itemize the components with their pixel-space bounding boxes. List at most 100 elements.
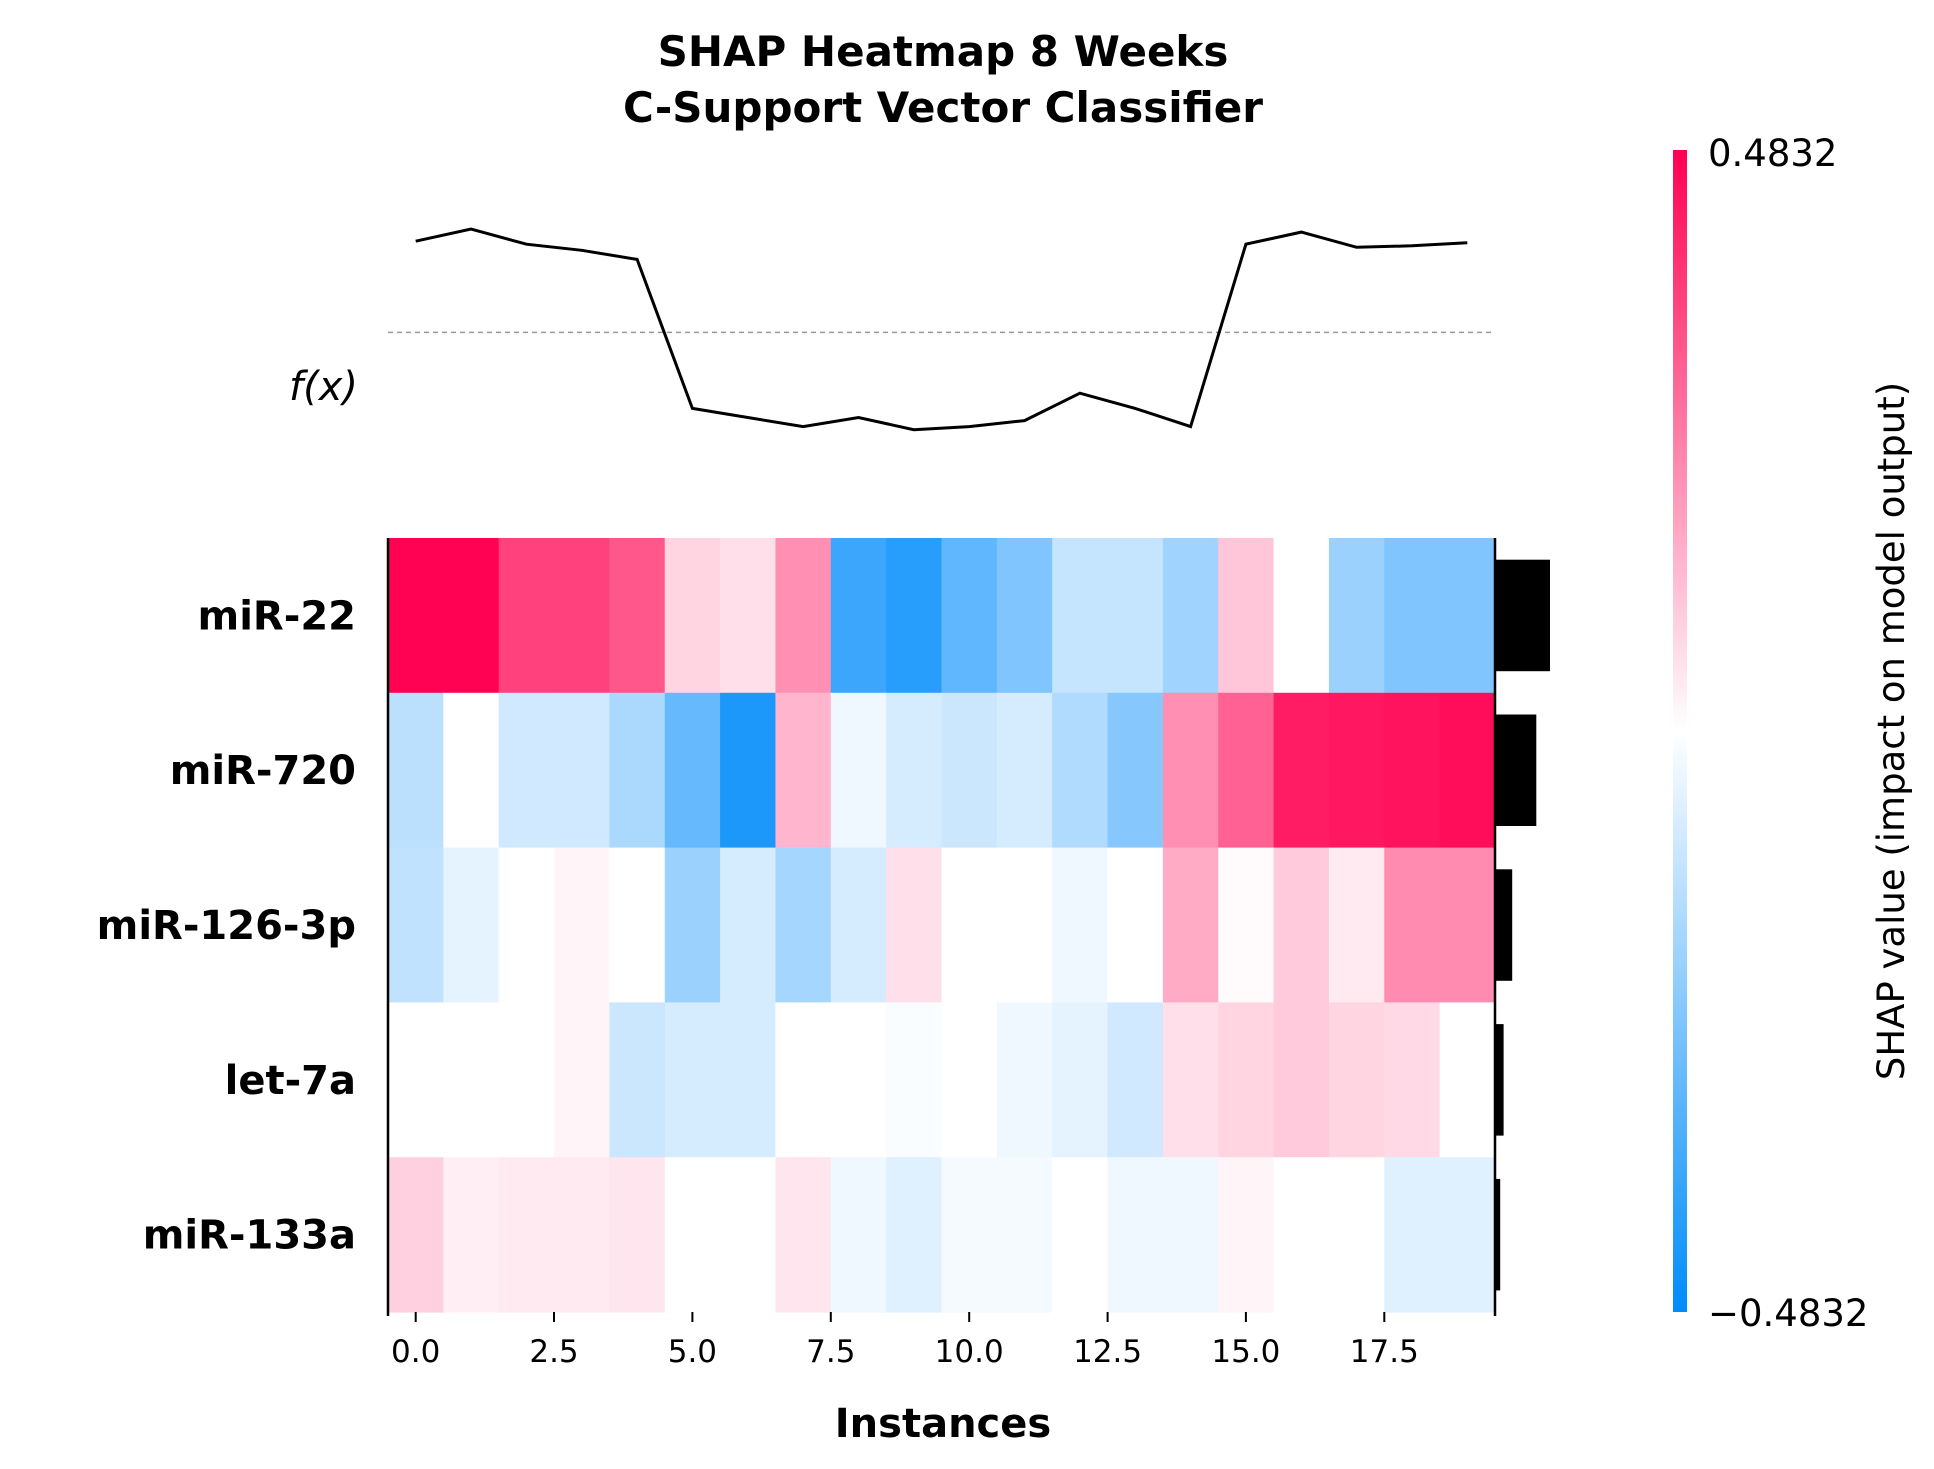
heatmap-cell-1-11: [996, 692, 1053, 849]
fx-label: f(x): [289, 364, 358, 410]
heatmap-cell-2-16: [1273, 847, 1330, 1003]
heatmap-cell-4-15: [1218, 1157, 1275, 1313]
heatmap-cell-3-0: [388, 1002, 444, 1158]
heatmap-cell-4-3: [554, 1157, 610, 1313]
heatmap-cell-3-4: [609, 1002, 666, 1158]
x-tick-label-5: 12.5: [1073, 1334, 1142, 1370]
heatmap-cell-4-18: [1384, 1157, 1441, 1313]
heatmap-cell-1-7: [775, 692, 832, 849]
heatmap-cell-1-3: [554, 692, 610, 849]
x-ticks: 0.0 2.5 5.0 7.5 10.0 12.5 15.0 17.5: [391, 1312, 1419, 1370]
heatmap-cell-4-11: [996, 1157, 1053, 1313]
heatmap-cell-1-5: [664, 692, 721, 849]
chart-subtitle: C-Support Vector Classifier: [623, 83, 1263, 132]
heatmap-cell-4-5: [664, 1157, 721, 1313]
heatmap-cell-1-8: [830, 692, 887, 849]
heatmap-cell-4-1: [443, 1157, 500, 1313]
heatmap-cell-4-2: [498, 1157, 555, 1313]
heatmap-cell-0-11: [996, 538, 1053, 694]
heatmap-cell-1-9: [886, 692, 943, 849]
heatmap-cell-0-7: [775, 538, 832, 694]
importance-bar-0: [1495, 559, 1550, 672]
feature-label-3: let-7a: [225, 1058, 356, 1104]
heatmap-cell-1-12: [1052, 692, 1109, 849]
heatmap-cell-2-11: [996, 847, 1053, 1003]
heatmap-cell-0-12: [1052, 538, 1109, 694]
feature-label-2: miR-126-3p: [97, 903, 356, 949]
heatmap-cell-3-14: [1162, 1002, 1219, 1158]
heatmap-cell-0-19: [1439, 538, 1496, 694]
importance-bars: [1495, 559, 1550, 1291]
heatmap-cell-3-7: [775, 1002, 832, 1158]
heatmap-cell-0-2: [498, 538, 555, 694]
chart-title: SHAP Heatmap 8 Weeks: [658, 27, 1229, 76]
fx-output-line: [388, 227, 1495, 432]
heatmap-cell-0-8: [830, 538, 887, 694]
heatmap-cell-3-9: [886, 1002, 943, 1158]
colorbar-max-label: 0.4832: [1708, 132, 1837, 175]
heatmap-cell-2-19: [1439, 847, 1496, 1003]
feature-label-0: miR-22: [198, 593, 356, 639]
heatmap-cell-0-16: [1273, 538, 1330, 694]
heatmap-cell-1-1: [443, 692, 500, 849]
heatmap-cell-3-19: [1439, 1002, 1496, 1158]
heatmap-cell-2-9: [886, 847, 943, 1003]
heatmap-cell-0-1: [443, 538, 500, 694]
heatmap-cell-2-8: [830, 847, 887, 1003]
heatmap-cell-0-6: [720, 538, 777, 694]
heatmap-cell-2-12: [1052, 847, 1109, 1003]
heatmap-cell-4-17: [1328, 1157, 1385, 1313]
x-tick-label-2: 5.0: [668, 1334, 717, 1370]
x-tick-label-4: 10.0: [935, 1334, 1004, 1370]
heatmap-cell-4-7: [775, 1157, 832, 1313]
heatmap-cell-1-10: [941, 692, 998, 849]
heatmap-cell-3-10: [941, 1002, 998, 1158]
heatmap-cell-4-9: [886, 1157, 943, 1313]
heatmap-cell-1-0: [388, 692, 444, 849]
heatmap-cell-1-13: [1107, 692, 1164, 849]
x-tick-label-7: 17.5: [1350, 1334, 1419, 1370]
x-axis-label: Instances: [835, 1401, 1051, 1447]
heatmap-cell-3-6: [720, 1002, 777, 1158]
heatmap-cell-4-8: [830, 1157, 887, 1313]
heatmap-cell-1-6: [720, 692, 777, 849]
heatmap-cell-3-12: [1052, 1002, 1109, 1158]
heatmap-cell-4-6: [720, 1157, 777, 1313]
heatmap-cell-0-0: [388, 538, 444, 694]
heatmap-cell-3-13: [1107, 1002, 1164, 1158]
heatmap-cell-4-12: [1052, 1157, 1109, 1313]
heatmap-cell-3-5: [664, 1002, 721, 1158]
heatmap-cell-0-3: [554, 538, 610, 694]
x-tick-label-3: 7.5: [806, 1334, 855, 1370]
heatmap-cell-0-5: [664, 538, 721, 694]
heatmap-cell-2-10: [941, 847, 998, 1003]
heatmap-cell-0-13: [1107, 538, 1164, 694]
colorbar-min-label: −0.4832: [1708, 1292, 1868, 1335]
colorbar: [1673, 150, 1687, 1312]
heatmap-cell-2-0: [388, 847, 444, 1003]
heatmap-cell-3-1: [443, 1002, 500, 1158]
x-tick-label-6: 15.0: [1211, 1334, 1280, 1370]
importance-bar-1: [1495, 714, 1537, 826]
heatmap-cell-1-4: [609, 692, 666, 849]
heatmap-cell-0-4: [609, 538, 666, 694]
heatmap-cell-1-18: [1384, 692, 1441, 849]
heatmap-cell-0-14: [1162, 538, 1219, 694]
heatmap-cell-4-4: [609, 1157, 666, 1313]
heatmap-cell-3-17: [1328, 1002, 1385, 1158]
fx-polyline: [415, 227, 1468, 432]
heatmap-cell-4-10: [941, 1157, 998, 1313]
heatmap-cell-3-11: [996, 1002, 1053, 1158]
heatmap-cell-1-17: [1328, 692, 1385, 849]
heatmap-cell-0-18: [1384, 538, 1441, 694]
heatmap-cell-2-17: [1328, 847, 1385, 1003]
heatmap-cell-2-6: [720, 847, 777, 1003]
heatmap-cell-4-0: [388, 1157, 444, 1313]
heatmap-cell-2-5: [664, 847, 721, 1003]
importance-bar-4: [1495, 1178, 1501, 1291]
colorbar-label: SHAP value (impact on model output): [1870, 382, 1913, 1080]
heatmap-cell-2-2: [498, 847, 555, 1003]
heatmap-cell-4-13: [1107, 1157, 1164, 1313]
heatmap-axes: [386, 538, 1497, 1316]
